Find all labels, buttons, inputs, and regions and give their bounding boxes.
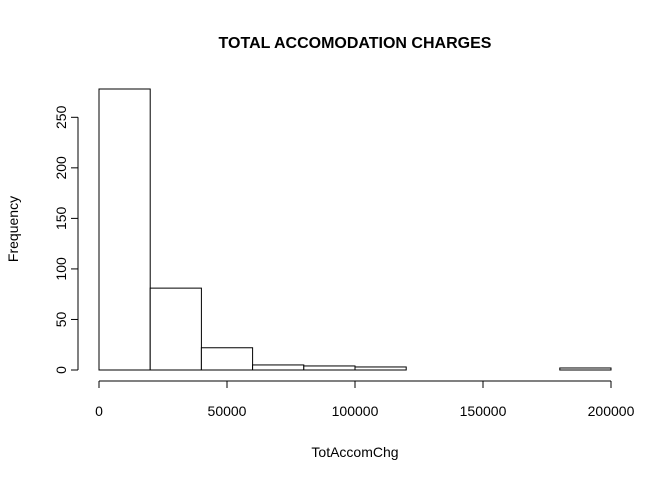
x-tick-label: 100000 (332, 403, 379, 419)
chart-title: TOTAL ACCOMODATION CHARGES (219, 35, 492, 52)
x-tick-label: 200000 (588, 403, 635, 419)
y-axis-label: Frequency (5, 196, 21, 262)
histogram-bar (303, 365, 356, 371)
y-tick-label: 100 (53, 257, 69, 281)
histogram-bar (354, 366, 407, 371)
y-tick-label: 250 (53, 105, 69, 129)
y-tick-label: 150 (53, 206, 69, 230)
x-tick-label: 150000 (460, 403, 507, 419)
y-tick-label: 200 (53, 156, 69, 180)
x-axis: 0 50000 100000 150000 200000 (95, 380, 635, 419)
x-tick-label: 50000 (208, 403, 247, 419)
histogram-bar (252, 364, 305, 371)
y-axis: 0 50 100 150 200 250 (53, 105, 79, 374)
histogram-bar (559, 367, 612, 371)
y-tick-label: 0 (53, 366, 69, 374)
bars-group (98, 88, 612, 371)
histogram-bar (149, 287, 202, 371)
histogram-bar (98, 88, 151, 371)
y-tick-label: 50 (53, 311, 69, 327)
x-tick-label: 0 (95, 403, 103, 419)
histogram-bar (200, 347, 254, 371)
x-axis-label: TotAccomChg (311, 444, 398, 460)
